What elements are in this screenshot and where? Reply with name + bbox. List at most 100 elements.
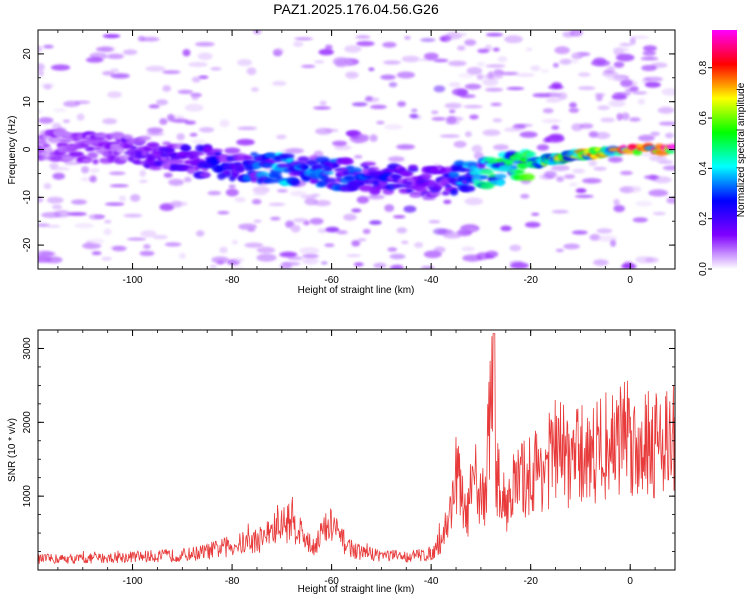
heatmap-cell (104, 220, 112, 224)
heatmap-cell (661, 88, 675, 96)
heatmap-cell (367, 194, 385, 200)
heatmap-cell (234, 257, 244, 263)
x-tick-label: -20 (523, 275, 538, 286)
heatmap-cell (620, 79, 638, 88)
heatmap-cell (49, 155, 65, 162)
heatmap-cell (146, 131, 164, 136)
heatmap-cell (519, 131, 538, 138)
heatmap-cell (290, 179, 301, 186)
heatmap-cell (222, 169, 232, 175)
heatmap-cell (571, 52, 583, 59)
heatmap-cell (103, 228, 112, 236)
heatmap-cell (593, 166, 607, 171)
heatmap-cell (196, 230, 205, 237)
heatmap-cell (325, 226, 340, 233)
heatmap-cell (303, 164, 310, 171)
heatmap-cell (613, 61, 625, 68)
heatmap-cell (365, 96, 373, 101)
heatmap-cell (480, 168, 494, 175)
heatmap-cell (52, 172, 65, 180)
heatmap-cell (276, 189, 288, 193)
heatmap-cell (69, 151, 84, 158)
heatmap-cell (311, 163, 324, 170)
colorbar-strip (712, 30, 737, 269)
colorbar-label: Normalized spectral amplitude (736, 82, 747, 217)
heatmap-cell (382, 41, 397, 48)
heatmap-cell (449, 188, 459, 196)
heatmap-cell (482, 129, 501, 136)
heatmap-cell (638, 134, 655, 142)
heatmap-cell (593, 57, 606, 65)
spectrogram-y-ticks: -20 -10 0 10 20 (22, 29, 675, 270)
heatmap-cell (290, 224, 301, 233)
heatmap-cell (606, 66, 616, 71)
heatmap-cell (524, 221, 541, 228)
heatmap-cell (146, 142, 160, 149)
heatmap-cell (414, 242, 424, 248)
heatmap-cell (67, 212, 87, 216)
heatmap-cell (39, 151, 48, 156)
heatmap-cell (156, 99, 168, 106)
heatmap-cell (191, 139, 206, 144)
spectrogram-x-axis-label: Height of straight line (km) (298, 285, 415, 296)
y-tick-label: 1000 (22, 485, 33, 508)
heatmap-cell (469, 114, 479, 120)
heatmap-cell (199, 172, 211, 178)
heatmap-cell (47, 135, 62, 144)
snr-panel: -100 -80 -60 -40 -20 0 1000 2000 3000 Height of… (7, 329, 676, 595)
heatmap-cell (118, 195, 127, 202)
heatmap-cell (89, 168, 100, 173)
heatmap-cell (619, 43, 633, 47)
heatmap-cell (563, 243, 580, 250)
heatmap-cell (396, 144, 415, 150)
heatmap-cell (574, 194, 594, 198)
heatmap-cell (602, 71, 619, 77)
heatmap-cell (346, 254, 361, 258)
heatmap-cell (148, 104, 160, 109)
heatmap-cell (423, 52, 439, 60)
heatmap-cell (102, 34, 121, 39)
heatmap-cell (608, 156, 623, 163)
heatmap-cell (613, 205, 625, 213)
heatmap-cell (629, 37, 636, 45)
heatmap-cell (74, 223, 95, 229)
heatmap-cell (635, 200, 653, 207)
heatmap-cell (471, 144, 483, 153)
heatmap-cell (321, 261, 328, 265)
heatmap-cell (608, 100, 626, 107)
heatmap-cell (234, 197, 246, 203)
heatmap-cell (551, 165, 570, 172)
heatmap-cell (644, 81, 661, 88)
heatmap-cell (644, 257, 659, 263)
heatmap-cell (389, 265, 403, 269)
heatmap-cell (89, 175, 97, 183)
heatmap-cell (81, 166, 90, 174)
heatmap-cell (256, 246, 276, 254)
heatmap-cell (628, 186, 642, 193)
heatmap-cell (304, 197, 318, 206)
heatmap-cell (442, 231, 462, 239)
heatmap-cell (530, 65, 541, 72)
heatmap-cell (85, 146, 95, 152)
heatmap-cell (273, 48, 284, 55)
heatmap-cell (445, 116, 464, 122)
heatmap-cell (353, 262, 364, 267)
heatmap-cell (324, 177, 337, 184)
heatmap-cell (396, 227, 408, 234)
heatmap-cell (569, 102, 577, 108)
heatmap-cell (38, 197, 44, 203)
heatmap-cell (319, 100, 327, 107)
heatmap-cell (46, 196, 64, 204)
heatmap-cell (354, 155, 363, 159)
heatmap-cell (53, 210, 71, 218)
heatmap-cell (219, 246, 228, 254)
heatmap-cell (45, 256, 63, 264)
heatmap-cell (595, 94, 603, 102)
heatmap-cell (373, 262, 387, 269)
heatmap-cell (140, 230, 157, 238)
heatmap-cell (404, 36, 411, 40)
heatmap-cell (403, 205, 417, 213)
heatmap-cell (666, 144, 675, 150)
heatmap-cell (545, 97, 562, 103)
heatmap-cell (337, 230, 347, 234)
